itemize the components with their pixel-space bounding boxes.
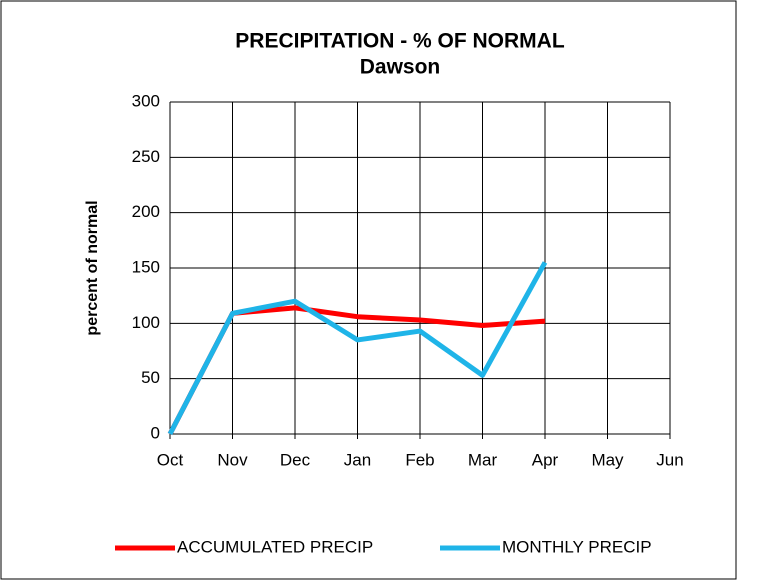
y-tick-label: 100: [132, 313, 160, 332]
x-tick-label: Mar: [468, 450, 498, 469]
y-axis-label: percent of normal: [84, 200, 101, 335]
x-tick-label: Oct: [157, 450, 184, 469]
y-tick-label: 200: [132, 202, 160, 221]
y-tick-label: 50: [141, 368, 160, 387]
x-tick-label: May: [591, 450, 624, 469]
x-tick-label: Dec: [280, 450, 311, 469]
y-tick-label: 0: [151, 423, 160, 442]
x-tick-label: Nov: [217, 450, 248, 469]
chart-title: PRECIPITATION - % OF NORMAL: [235, 30, 565, 53]
x-tick-label: Apr: [532, 450, 559, 469]
y-tick-label: 150: [132, 257, 160, 276]
y-tick-label: 300: [132, 91, 160, 110]
legend-label: MONTHLY PRECIP: [502, 537, 652, 556]
x-tick-label: Jun: [656, 450, 683, 469]
chart-subtitle: Dawson: [360, 56, 441, 79]
y-tick-label: 250: [132, 147, 160, 166]
x-tick-label: Feb: [405, 450, 434, 469]
chart-frame: [0, 0, 737, 580]
x-tick-label: Jan: [344, 450, 371, 469]
legend-label: ACCUMULATED PRECIP: [177, 537, 373, 556]
series-line: [167, 261, 548, 436]
